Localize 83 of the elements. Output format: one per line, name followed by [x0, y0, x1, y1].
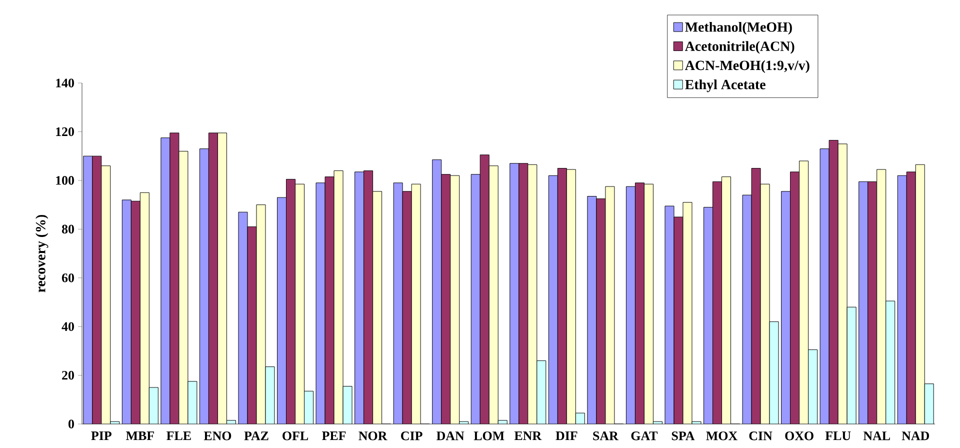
- bar: [906, 172, 916, 424]
- bar: [304, 391, 314, 424]
- legend-label: Acetonitrile(ACN): [684, 41, 794, 54]
- bar: [480, 154, 490, 424]
- bar: [558, 168, 567, 424]
- bar: [450, 176, 460, 424]
- bar: [644, 184, 654, 424]
- bar: [722, 176, 731, 424]
- x-tick-label: GAT: [631, 432, 658, 440]
- x-tick-label: SPA: [672, 432, 695, 440]
- x-tick-label: LOM: [474, 432, 504, 440]
- bar: [868, 182, 877, 424]
- bar: [200, 148, 209, 424]
- y-tick-label: 0: [68, 420, 74, 428]
- x-tick-label: CIP: [401, 432, 422, 440]
- x-tick-label: CIN: [749, 432, 772, 440]
- bar: [548, 176, 558, 424]
- y-tick-label: 40: [62, 322, 74, 331]
- x-tick-label: NOR: [358, 432, 388, 440]
- x-tick-label: MBF: [126, 432, 154, 440]
- x-tick-label: DAN: [436, 432, 464, 440]
- bar: [208, 132, 218, 424]
- bar: [510, 163, 519, 424]
- bar: [799, 160, 808, 424]
- bar: [781, 191, 790, 424]
- bar: [295, 184, 304, 424]
- bar: [808, 350, 818, 424]
- bar: [122, 200, 132, 424]
- bar: [924, 384, 934, 424]
- x-tick-label: ENR: [514, 432, 542, 440]
- bar: [277, 197, 286, 424]
- x-tick-label: PAZ: [244, 432, 268, 440]
- bar: [566, 169, 576, 424]
- bar: [528, 164, 537, 424]
- bar: [635, 182, 644, 424]
- y-tick-label: 100: [56, 176, 74, 185]
- bar: [218, 132, 227, 424]
- bar: [858, 182, 868, 424]
- x-tick-label: PIP: [91, 432, 112, 440]
- bar: [886, 300, 895, 424]
- bar: [536, 360, 546, 424]
- bar: [372, 191, 382, 424]
- bar: [101, 166, 110, 424]
- bar: [915, 164, 925, 424]
- bar: [471, 174, 480, 424]
- x-tick-label: OFL: [282, 432, 308, 440]
- bar: [432, 160, 442, 424]
- legend-label: ACN-MeOH(1:9,v/v): [684, 60, 810, 73]
- bar: [286, 179, 296, 424]
- x-tick-label: MOX: [706, 432, 738, 440]
- bar: [712, 182, 722, 424]
- legend-label: Methanol(MeOH): [685, 22, 792, 35]
- bar: [897, 175, 907, 424]
- y-tick-label: 60: [62, 273, 74, 282]
- bar: [140, 192, 150, 424]
- bar: [354, 172, 364, 424]
- bar: [876, 169, 886, 424]
- x-tick-label: NAL: [863, 432, 890, 440]
- bar: [626, 186, 636, 424]
- y-tick-label: 80: [62, 224, 74, 234]
- x-tick-label: FLE: [166, 432, 191, 440]
- x-tick-label: NAD: [902, 432, 930, 440]
- x-tick-label: SAR: [593, 432, 619, 440]
- bar: [790, 172, 800, 424]
- y-tick-label: 140: [56, 78, 74, 88]
- bar: [149, 387, 158, 424]
- x-tick-label: DIF: [556, 432, 578, 440]
- legend-label: Ethyl Acetate: [685, 79, 766, 92]
- bar: [489, 166, 498, 424]
- y-axis-title: recovery (%): [36, 214, 48, 292]
- x-tick-label: OXO: [785, 432, 814, 440]
- x-tick-label: ENO: [204, 432, 232, 440]
- bar: [131, 201, 140, 424]
- bar: [704, 207, 713, 424]
- y-tick-label: 20: [62, 370, 74, 380]
- bar: [364, 170, 373, 424]
- bar: [83, 156, 92, 424]
- x-tick-label: FLU: [825, 432, 851, 440]
- y-tick-label: 120: [56, 127, 74, 136]
- bar: [92, 156, 102, 424]
- x-tick-label: PEF: [322, 432, 346, 440]
- bar: [518, 163, 528, 424]
- bar: [441, 174, 450, 424]
